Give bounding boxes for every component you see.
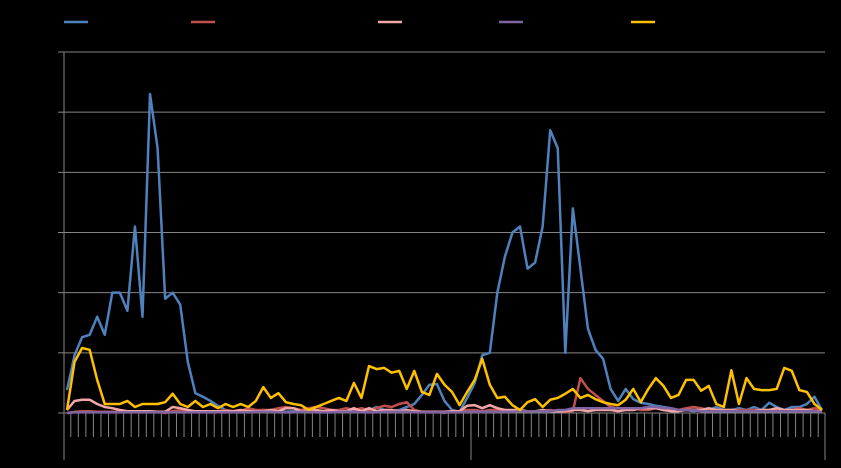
series-line xyxy=(65,346,823,412)
series-line xyxy=(66,405,823,415)
